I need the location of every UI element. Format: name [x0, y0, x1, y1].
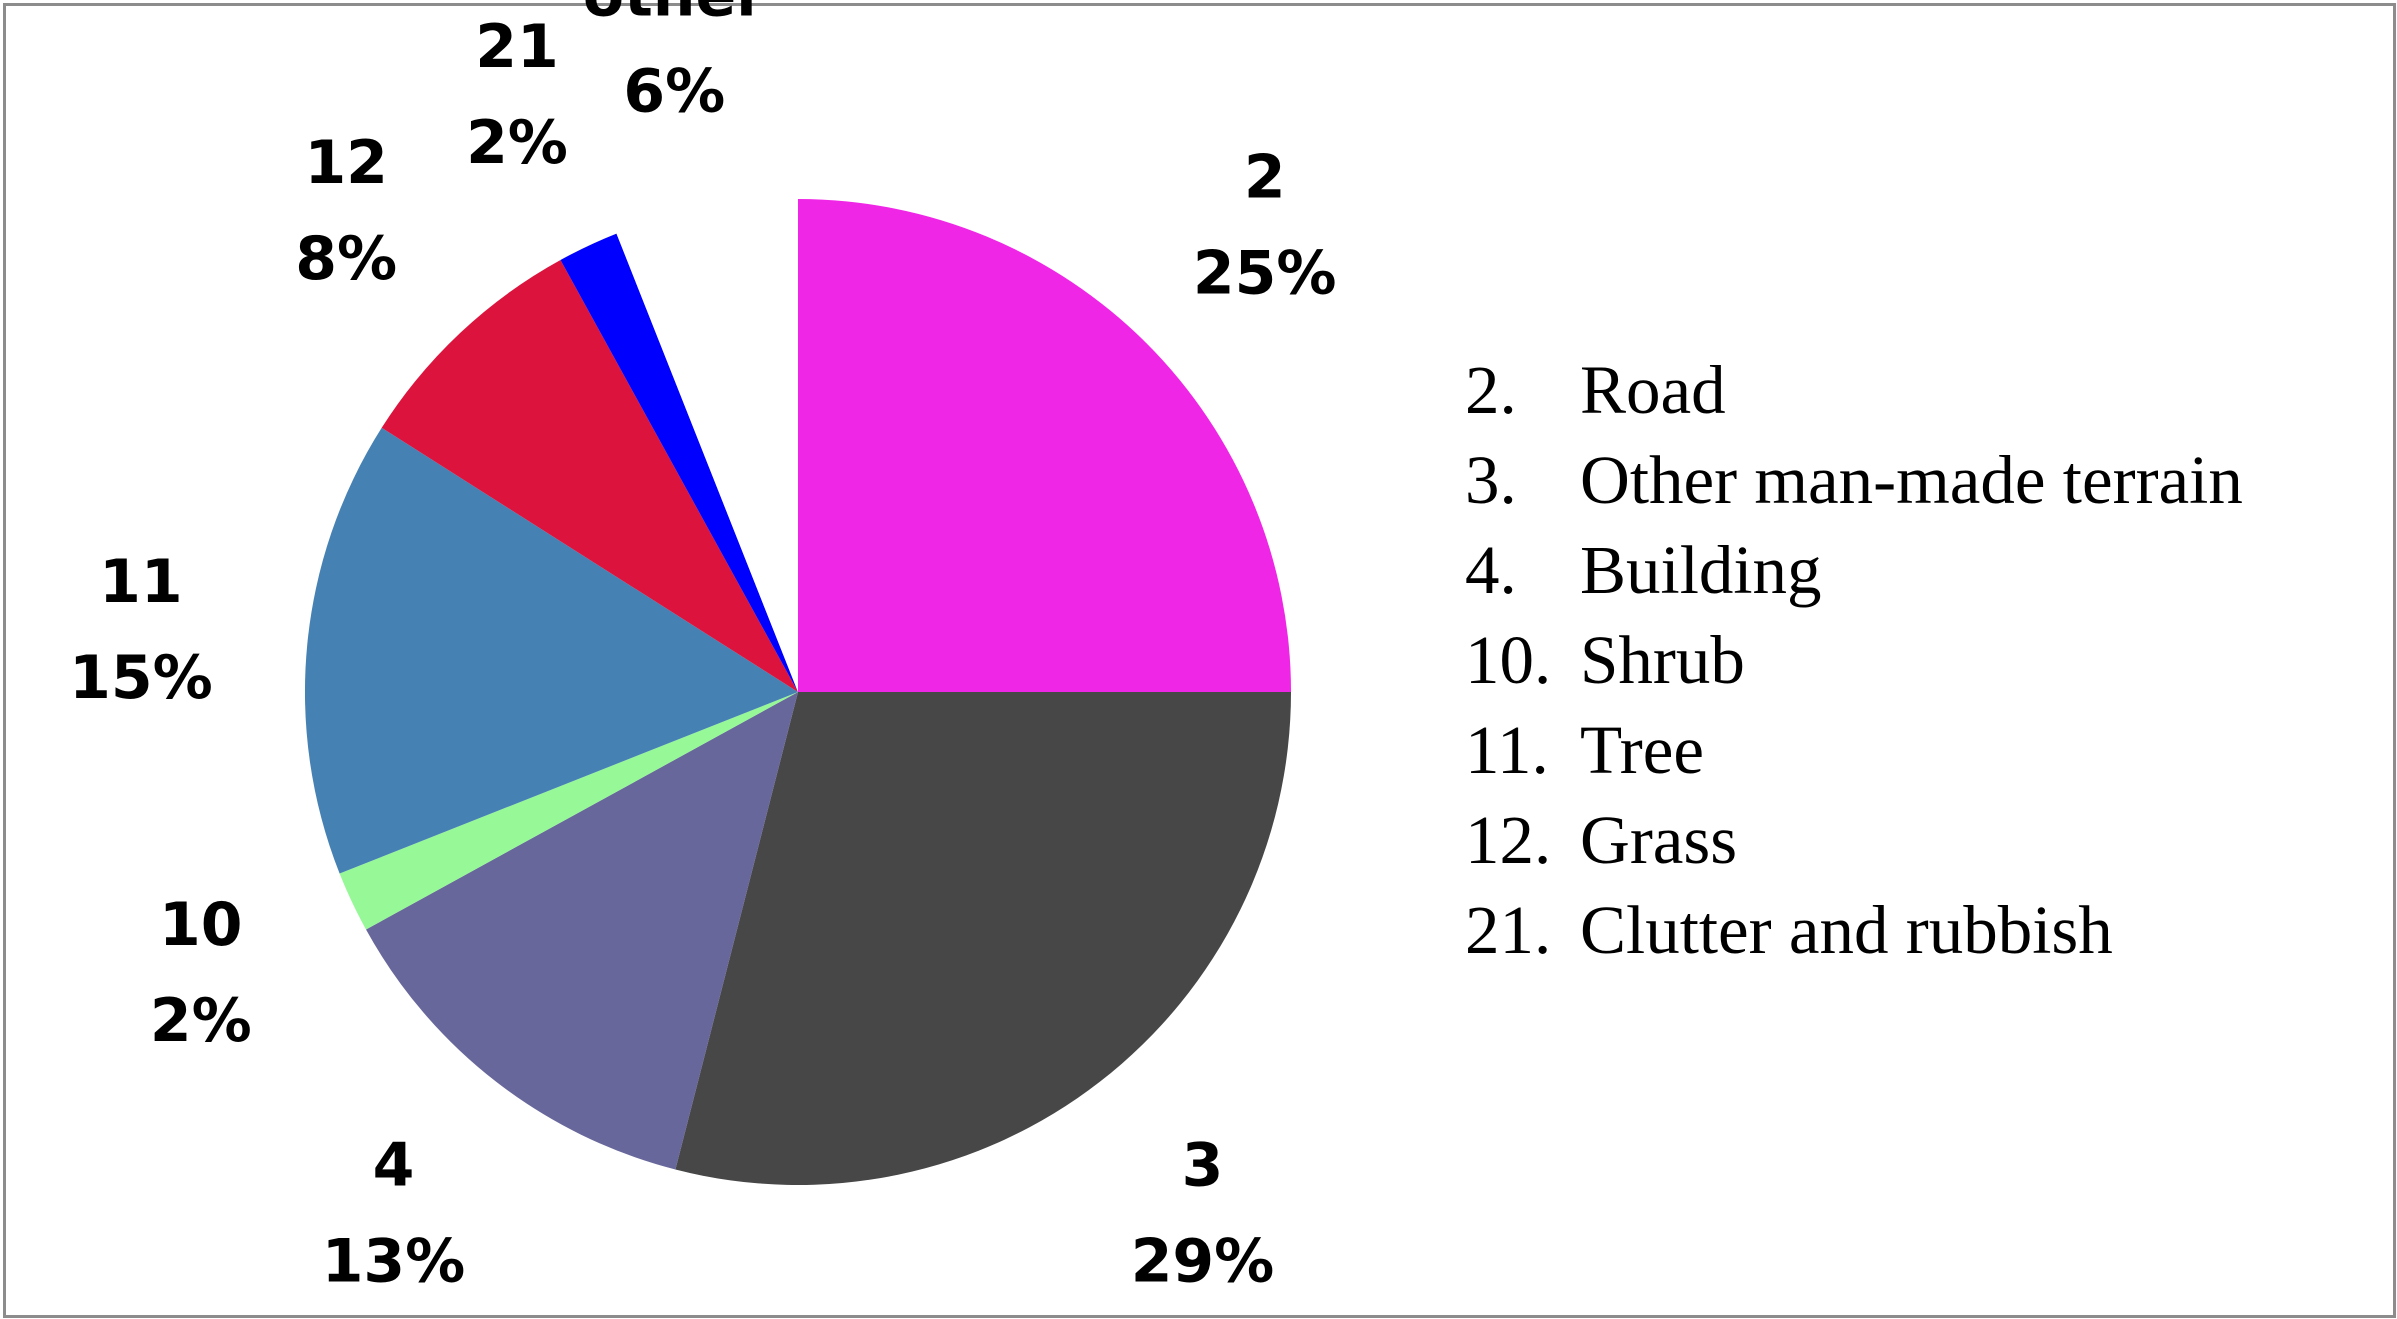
pie-slice-2	[798, 199, 1291, 692]
slice-label-code: 2	[1244, 142, 1286, 212]
slice-label-code: 12	[304, 128, 388, 198]
legend-item: 4. Building	[1465, 525, 2243, 615]
legend-item: 2. Road	[1465, 345, 2243, 435]
legend-item-label: Clutter and rubbish	[1580, 892, 2113, 968]
slice-label-percent: 29%	[1131, 1227, 1275, 1297]
pie-slice-other	[616, 199, 798, 692]
legend-item-number: 21.	[1465, 892, 1552, 968]
slice-label-percent: 8%	[295, 224, 397, 294]
pie-labels: 2 25% 3 29% 4 13% 10 2% 11 15% 12 8% 21 2% other 6%	[69, 0, 1336, 1297]
pie-slice-4	[366, 692, 798, 1170]
legend-item-number: 11.	[1465, 712, 1549, 788]
slice-label-percent: 13%	[322, 1227, 466, 1297]
legend-item-label: Tree	[1580, 712, 1704, 788]
slice-label-code: 4	[373, 1131, 415, 1201]
legend-item-label: Building	[1580, 532, 1822, 608]
legend-item-label: Other man-made terrain	[1580, 442, 2243, 518]
legend-item-label: Shrub	[1580, 622, 1745, 698]
slice-label-percent: 2%	[466, 108, 568, 178]
pie-slices	[304, 199, 1291, 1185]
legend-item-number: 4.	[1465, 532, 1517, 608]
legend-item-label: Road	[1580, 352, 1726, 428]
slice-label-percent: 6%	[623, 57, 725, 127]
pie-slice-10	[339, 692, 798, 930]
legend-item-number: 12.	[1465, 802, 1552, 878]
legend-item-number: 2.	[1465, 352, 1517, 428]
legend-item: 21. Clutter and rubbish	[1465, 885, 2243, 975]
pie-slice-12	[381, 260, 798, 692]
pie-slice-3	[675, 692, 1291, 1185]
legend-item: 11. Tree	[1465, 705, 2243, 795]
slice-label-code: other	[583, 0, 766, 31]
legend-item: 3. Other man-made terrain	[1465, 435, 2243, 525]
pie-slice-11	[304, 427, 798, 874]
slice-label-code: 11	[99, 547, 183, 617]
slice-label-percent: 2%	[150, 986, 252, 1056]
legend-item: 12. Grass	[1465, 795, 2243, 885]
legend-item-number: 3.	[1465, 442, 1517, 518]
pie-slice-21	[560, 233, 798, 692]
legend-item: 10. Shrub	[1465, 615, 2243, 705]
legend-item-label: Grass	[1580, 802, 1738, 878]
slice-label-code: 3	[1182, 1131, 1224, 1201]
slice-label-percent: 25%	[1193, 238, 1337, 308]
slice-label-percent: 15%	[69, 643, 213, 713]
legend: 2. Road 3. Other man-made terrain 4. Bui…	[1465, 345, 2243, 975]
legend-item-number: 10.	[1465, 622, 1552, 698]
slice-label-code: 10	[159, 890, 243, 960]
slice-label-code: 21	[475, 12, 559, 82]
